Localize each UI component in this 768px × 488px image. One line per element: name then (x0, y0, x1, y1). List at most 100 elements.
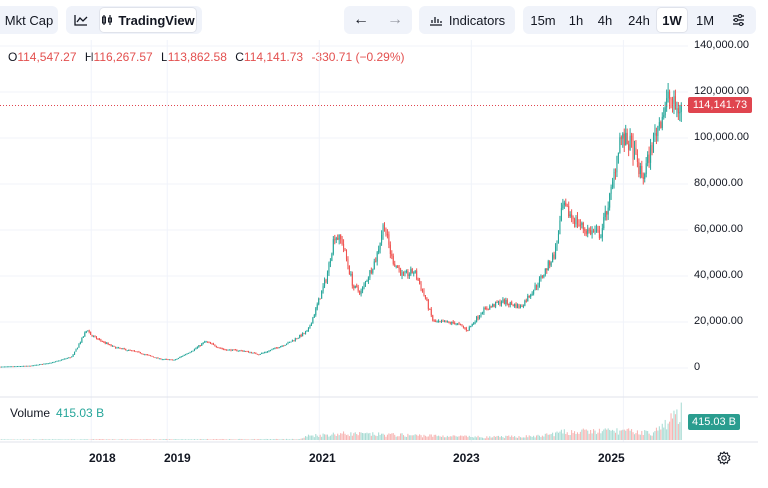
volume-bar (622, 429, 624, 440)
volume-bar (347, 434, 349, 440)
volume-bar (150, 439, 152, 440)
candle-body (654, 132, 656, 135)
interval-1w[interactable]: 1W (657, 8, 687, 32)
volume-bar (106, 439, 108, 440)
interval-4h[interactable]: 4h (597, 12, 613, 28)
volume-bar (478, 437, 481, 440)
candle-body (50, 362, 52, 364)
volume-bar (218, 439, 220, 440)
low-label: L (161, 50, 168, 64)
volume-bar (95, 439, 98, 440)
candle-body (671, 99, 674, 104)
volume-bar (607, 428, 609, 440)
volume-bar (174, 439, 176, 440)
volume-bar (420, 435, 422, 440)
volume-bar (557, 432, 560, 440)
candle-body (375, 261, 377, 263)
volume-bar (462, 436, 464, 440)
candle-body (534, 285, 536, 291)
candle-body (34, 364, 36, 366)
volume-bar (379, 434, 381, 440)
candle-body (253, 352, 255, 354)
line-chart-icon[interactable] (66, 8, 96, 32)
candle-body (636, 154, 638, 162)
redo-arrow-icon[interactable]: → (387, 11, 403, 28)
candle-body (173, 359, 175, 361)
volume-bar (514, 436, 516, 440)
candle-body (98, 339, 100, 341)
candle-body (62, 359, 64, 361)
volume-bar (253, 438, 255, 440)
volume-bar (299, 439, 301, 440)
volume-bar (55, 439, 57, 440)
candle-body (258, 354, 260, 356)
interval-1m[interactable]: 1M (695, 12, 715, 28)
candle-body (581, 222, 583, 225)
candle-body (38, 364, 41, 366)
volume-bar (46, 439, 48, 440)
candle-body (325, 280, 327, 282)
interval-15m[interactable]: 15m (530, 12, 556, 28)
volume-bar (566, 432, 568, 440)
candle-body (57, 360, 60, 362)
volume-bar (661, 423, 663, 440)
candle-body (533, 290, 535, 294)
x-tick-label: 2021 (309, 451, 336, 465)
candle-body (614, 172, 617, 174)
candle-body (313, 315, 315, 318)
volume-bar (503, 438, 505, 440)
candle-body (484, 307, 486, 309)
volume-bar (267, 439, 269, 440)
settings-sliders-icon[interactable] (723, 8, 753, 32)
volume-bar (318, 436, 320, 440)
volume-bar (332, 432, 334, 440)
volume-bar (217, 439, 219, 440)
x-tick-label: 2019 (164, 451, 191, 465)
volume-bar (550, 434, 552, 440)
candle-body (245, 350, 247, 352)
candle-body (496, 301, 498, 303)
candle-body (144, 354, 146, 356)
tradingview-button[interactable]: TradingView (100, 8, 196, 32)
volume-bar (173, 439, 175, 440)
volume-bar (527, 437, 529, 440)
volume-bar (97, 439, 99, 440)
volume-bar (220, 439, 222, 440)
candle-body (117, 347, 119, 349)
candle-body (560, 208, 562, 221)
undo-arrow-icon[interactable]: ← (353, 11, 369, 28)
indicators-button[interactable]: Indicators (419, 6, 515, 34)
candle-body (269, 350, 271, 352)
volume-bar (195, 439, 197, 440)
candle-body (641, 165, 643, 178)
volume-bar (401, 433, 403, 440)
candle-body (228, 349, 231, 351)
volume-bar (334, 434, 336, 440)
candle-body (5, 366, 7, 368)
mkt-cap-button[interactable]: Mkt Cap (0, 6, 58, 34)
interval-24h[interactable]: 24h (628, 12, 650, 28)
interval-1h[interactable]: 1h (568, 12, 584, 28)
volume-bar (382, 433, 384, 440)
volume-bar (648, 433, 650, 440)
candle-body (220, 347, 222, 349)
candle-body (550, 262, 552, 266)
volume-bar (62, 439, 64, 440)
candle-body (540, 276, 542, 279)
volume-bar (57, 439, 60, 440)
candle-body (632, 140, 634, 160)
candle-body (223, 348, 225, 350)
candle-body (590, 229, 592, 235)
y-tick-label: 140,000.00 (694, 39, 750, 51)
volume-bar (161, 439, 163, 440)
volume-bar (556, 431, 558, 440)
candle-body (405, 271, 407, 273)
volume-bar (193, 439, 195, 440)
candle-body (246, 351, 248, 353)
interval-group: 15m 1h 4h 24h 1W 1M (523, 6, 756, 34)
candle-body (43, 363, 45, 365)
candle-body (647, 154, 649, 164)
gear-icon[interactable] (716, 450, 732, 466)
candle-body (620, 137, 622, 139)
